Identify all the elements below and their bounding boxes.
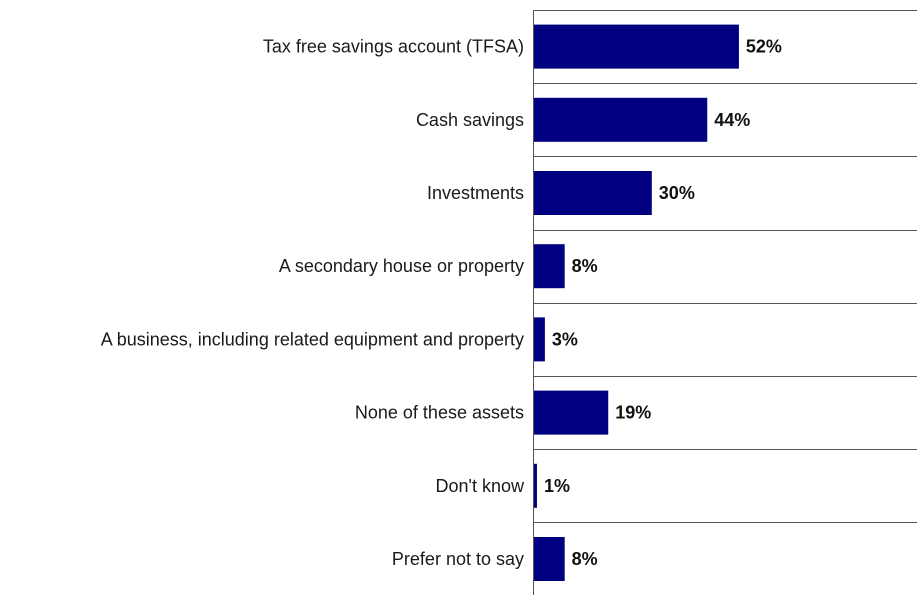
bars	[533, 24, 739, 581]
bar	[533, 244, 565, 289]
value-label: 44%	[714, 110, 750, 130]
category-label: A secondary house or property	[279, 256, 524, 276]
category-label: Tax free savings account (TFSA)	[263, 37, 524, 57]
bar	[533, 97, 708, 142]
value-label: 30%	[659, 183, 695, 203]
value-label: 52%	[746, 37, 782, 57]
category-labels: Tax free savings account (TFSA) Cash savi…	[101, 37, 525, 569]
category-label: Prefer not to say	[392, 549, 524, 569]
bar	[533, 317, 545, 362]
category-label: Cash savings	[416, 110, 524, 130]
value-label: 19%	[615, 403, 651, 423]
value-labels: 52% 44% 30% 8% 3% 19% 1% 8%	[544, 37, 782, 569]
category-label: Don't know	[436, 476, 525, 496]
bar	[533, 463, 537, 508]
bar	[533, 390, 609, 435]
value-label: 1%	[544, 476, 570, 496]
category-label: Investments	[427, 183, 524, 203]
category-label: None of these assets	[355, 403, 524, 423]
bar	[533, 537, 565, 581]
value-label: 3%	[552, 329, 578, 349]
value-label: 8%	[572, 256, 598, 276]
category-label: A business, including related equipment …	[101, 329, 524, 349]
row-separators	[533, 10, 917, 523]
bar	[533, 171, 652, 215]
bar	[533, 24, 739, 69]
value-label: 8%	[572, 549, 598, 569]
